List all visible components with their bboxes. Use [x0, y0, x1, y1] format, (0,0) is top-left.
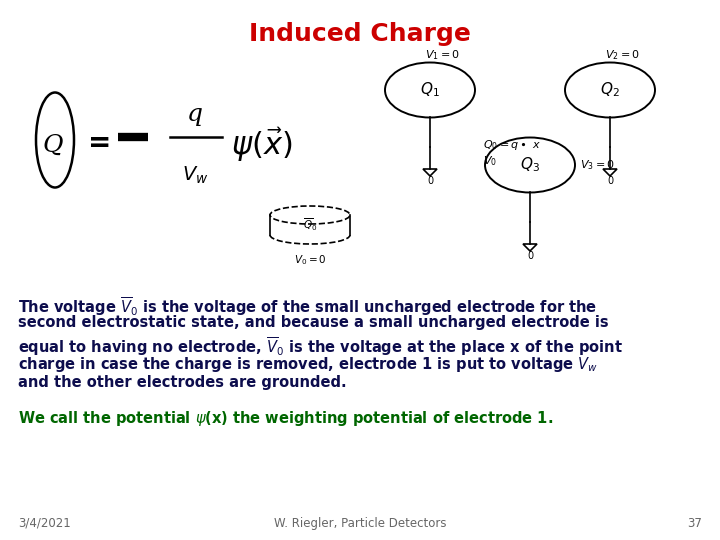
Text: 37: 37: [687, 517, 702, 530]
Text: 3/4/2021: 3/4/2021: [18, 517, 71, 530]
Text: $V_0 = 0$: $V_0 = 0$: [294, 253, 326, 267]
Text: Induced Charge: Induced Charge: [249, 22, 471, 46]
Text: $\psi(\vec{x})$: $\psi(\vec{x})$: [231, 126, 292, 164]
Text: second electrostatic state, and because a small uncharged electrode is: second electrostatic state, and because …: [18, 315, 608, 330]
Text: charge in case the charge is removed, electrode 1 is put to voltage $V_w$: charge in case the charge is removed, el…: [18, 355, 598, 374]
Text: $Q_1$: $Q_1$: [420, 80, 440, 99]
Text: and the other electrodes are grounded.: and the other electrodes are grounded.: [18, 375, 346, 390]
Text: 0: 0: [427, 176, 433, 186]
Text: $V_w$: $V_w$: [181, 164, 208, 186]
Text: $V_0$: $V_0$: [483, 154, 497, 168]
Text: $Q_2$: $Q_2$: [600, 80, 620, 99]
Text: $V_2=0$: $V_2=0$: [605, 48, 640, 62]
Text: We call the potential $\psi$(x) the weighting potential of electrode 1.: We call the potential $\psi$(x) the weig…: [18, 409, 553, 428]
Text: =: =: [89, 129, 112, 157]
Text: Q: Q: [42, 133, 63, 157]
Text: $V_1=0$: $V_1=0$: [425, 48, 460, 62]
Text: The voltage $\overline{V}_0$ is the voltage of the small uncharged electrode for: The voltage $\overline{V}_0$ is the volt…: [18, 295, 597, 318]
Text: $Q_0=q\bullet\ x$: $Q_0=q\bullet\ x$: [483, 138, 541, 152]
Polygon shape: [603, 169, 617, 176]
Text: $\overline{Q}_0$: $\overline{Q}_0$: [303, 217, 318, 233]
Text: equal to having no electrode, $\overline{V}_0$ is the voltage at the place x of : equal to having no electrode, $\overline…: [18, 335, 623, 357]
Text: 0: 0: [607, 176, 613, 186]
Text: $Q_3$: $Q_3$: [520, 156, 540, 174]
Text: $V_3=0$: $V_3=0$: [580, 158, 615, 172]
Polygon shape: [523, 244, 537, 251]
Polygon shape: [423, 169, 437, 176]
Text: 0: 0: [527, 251, 533, 261]
Text: W. Riegler, Particle Detectors: W. Riegler, Particle Detectors: [274, 517, 446, 530]
Text: q: q: [187, 104, 203, 126]
